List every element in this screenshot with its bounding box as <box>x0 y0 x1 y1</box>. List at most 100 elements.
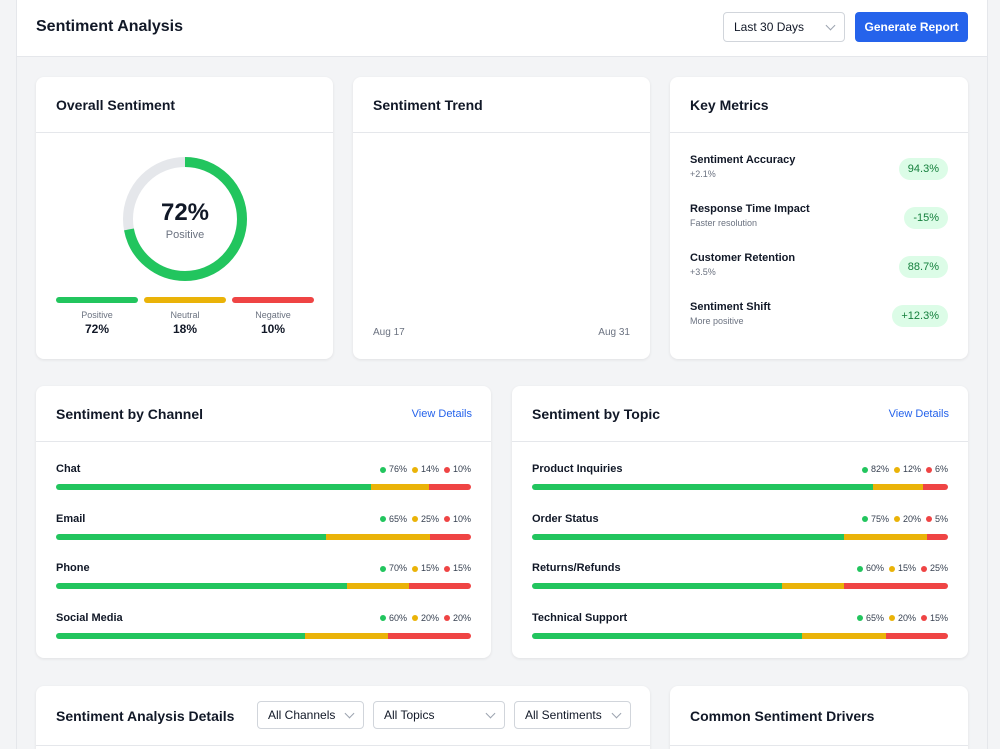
neutral-segment <box>325 533 430 540</box>
x-axis-start-label: Aug 17 <box>373 327 405 338</box>
legend-neutral-label: Neutral <box>170 310 200 320</box>
view-details-link[interactable]: View Details <box>888 408 949 420</box>
stacked-bar <box>56 484 471 490</box>
card-title: Key Metrics <box>690 97 769 113</box>
sentiment-row: Product Inquiries 82% 12% 6% <box>532 463 948 493</box>
negative-dot-icon <box>920 615 927 622</box>
negative-share: 15% <box>443 563 471 573</box>
sentiment-filter-select[interactable]: All Sentiments <box>514 701 631 729</box>
metric-value-badge: 94.3% <box>898 158 948 180</box>
metric-subtitle: +3.5% <box>690 267 716 277</box>
neutral-dot-icon <box>888 565 895 572</box>
legend-neutral-bar <box>144 297 226 303</box>
neutral-segment <box>873 484 924 490</box>
negative-segment <box>885 632 948 639</box>
positive-share: 76% <box>379 464 407 474</box>
sentiment-trend-card: Sentiment Trend Aug 17 Aug 31 <box>353 77 650 359</box>
neutral-dot-icon <box>411 565 418 572</box>
positive-segment <box>56 484 372 490</box>
row-name: Order Status <box>532 512 599 525</box>
neutral-dot-icon <box>893 466 900 473</box>
neutral-segment <box>802 632 886 639</box>
row-name: Email <box>56 512 86 525</box>
positive-dot-icon <box>856 615 863 622</box>
row-legend: 60% 15% 25% <box>856 563 948 573</box>
legend-positive-value: 72% <box>84 322 110 336</box>
x-axis-end-label: Aug 31 <box>598 327 630 338</box>
metric-sentiment-accuracy: Sentiment Accuracy +2.1% 94.3% <box>690 154 948 190</box>
row-name: Chat <box>56 463 81 475</box>
view-details-link[interactable]: View Details <box>411 408 472 420</box>
neutral-share: 20% <box>411 613 439 623</box>
card-title: Sentiment Analysis Details <box>56 708 235 724</box>
stacked-bar <box>532 583 948 589</box>
legend-positive-bar <box>56 297 138 303</box>
date-range-select[interactable]: Last 30 Days <box>723 12 845 42</box>
overall-sentiment-card: Overall Sentiment 72% Positive Positive … <box>36 77 333 359</box>
legend-positive: Positive 72% <box>56 297 138 336</box>
negative-segment <box>429 533 471 540</box>
negative-share: 25% <box>920 563 948 573</box>
stacked-bar <box>532 484 948 490</box>
legend-negative-bar <box>232 297 314 303</box>
negative-share: 5% <box>925 514 948 524</box>
page-title: Sentiment Analysis <box>36 18 184 35</box>
metric-title: Sentiment Accuracy <box>690 154 796 166</box>
metric-title: Customer Retention <box>690 252 796 264</box>
row-legend: 70% 15% 15% <box>379 563 471 573</box>
trend-chart-area <box>373 145 630 315</box>
positive-dot-icon <box>379 466 386 473</box>
positive-share: 65% <box>856 613 884 623</box>
sentiment-row: Chat 76% 14% 10% <box>56 463 471 493</box>
card-header: Overall Sentiment <box>36 77 333 133</box>
neutral-segment <box>844 533 928 540</box>
top-bar: Sentiment Analysis Last 30 Days Generate… <box>17 0 987 57</box>
negative-dot-icon <box>443 615 450 622</box>
negative-dot-icon <box>443 466 450 473</box>
metric-title: Sentiment Shift <box>690 301 771 313</box>
stacked-bar <box>56 632 471 639</box>
negative-segment <box>843 583 948 589</box>
neutral-dot-icon <box>411 466 418 473</box>
sentiment-by-channel-card: Sentiment by Channel View Details Chat 76… <box>36 386 491 658</box>
neutral-segment <box>346 583 409 589</box>
neutral-share: 14% <box>411 464 439 474</box>
negative-dot-icon <box>925 466 932 473</box>
row-legend: 75% 20% 5% <box>861 514 948 524</box>
metric-value-badge: -15% <box>904 207 948 229</box>
sentiment-donut-chart <box>123 157 247 281</box>
card-header: Common Sentiment Drivers <box>670 686 968 746</box>
metric-value-badge: +12.3% <box>892 305 948 327</box>
stacked-bar <box>532 632 948 639</box>
positive-dot-icon <box>379 565 386 572</box>
key-metrics-card: Key Metrics Sentiment Accuracy +2.1% 94.… <box>670 77 968 359</box>
metric-subtitle: +2.1% <box>690 169 716 179</box>
generate-report-button[interactable]: Generate Report <box>855 12 968 42</box>
legend-positive-label: Positive <box>81 310 113 320</box>
row-legend: 65% 25% 10% <box>379 514 471 524</box>
neutral-share: 15% <box>411 563 439 573</box>
donut-percent: 72% <box>160 199 210 226</box>
negative-share: 10% <box>443 514 471 524</box>
positive-share: 70% <box>379 563 407 573</box>
negative-dot-icon <box>443 516 450 523</box>
positive-dot-icon <box>379 615 386 622</box>
channel-filter-select[interactable]: All Channels <box>257 701 364 729</box>
row-name: Phone <box>56 562 90 574</box>
sentiment-details-card: Sentiment Analysis Details All Channels … <box>36 686 650 749</box>
card-header: Sentiment Trend <box>353 77 650 133</box>
chevron-down-icon <box>485 708 496 718</box>
sentiment-row: Email 65% 25% 10% <box>56 513 471 543</box>
neutral-dot-icon <box>411 516 418 523</box>
topic-filter-select[interactable]: All Topics <box>373 701 505 729</box>
card-title: Sentiment by Topic <box>532 406 661 422</box>
metric-subtitle: Faster resolution <box>690 218 758 228</box>
neutral-dot-icon <box>893 516 900 523</box>
sentiment-row: Phone 70% 15% 15% <box>56 562 471 592</box>
positive-share: 82% <box>861 464 889 474</box>
donut-label: Positive <box>165 229 205 241</box>
negative-dot-icon <box>925 516 932 523</box>
metric-customer-retention: Customer Retention +3.5% 88.7% <box>690 252 948 288</box>
metric-sentiment-shift: Sentiment Shift More positive +12.3% <box>690 301 948 337</box>
metric-title: Response Time Impact <box>690 203 810 215</box>
